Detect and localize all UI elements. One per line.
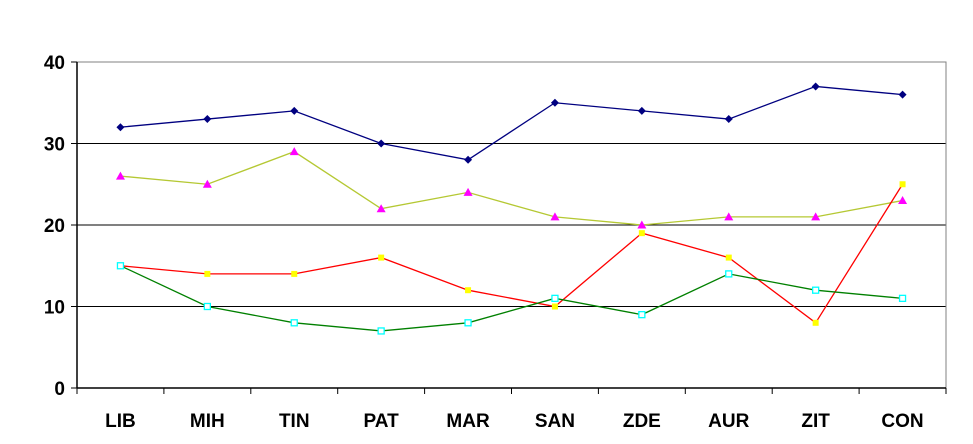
data-point	[898, 90, 907, 99]
data-point	[464, 155, 473, 164]
data-point	[291, 270, 298, 277]
data-point	[811, 82, 820, 91]
x-tick-label: ZDE	[623, 411, 661, 432]
x-tick-label: TIN	[279, 411, 310, 432]
data-point	[812, 286, 820, 294]
series-line	[120, 265, 903, 332]
series-4	[116, 262, 907, 335]
data-point	[290, 319, 298, 327]
series-1	[116, 82, 907, 164]
data-point	[463, 187, 473, 196]
data-point	[464, 319, 472, 327]
data-point	[898, 196, 908, 205]
data-point	[465, 287, 472, 294]
data-point	[637, 220, 647, 229]
data-point	[378, 254, 385, 261]
data-point	[377, 139, 386, 148]
data-point	[638, 310, 646, 319]
x-tick-label: CON	[881, 411, 923, 432]
data-point	[899, 181, 906, 188]
plot-border-line	[77, 61, 947, 388]
data-point	[116, 262, 125, 270]
series-2	[115, 147, 908, 229]
y-tick-label: 40	[44, 53, 65, 74]
data-point	[116, 123, 125, 132]
y-tick-label: 20	[44, 216, 65, 237]
y-tick-label: 30	[44, 135, 65, 156]
data-point	[203, 302, 212, 311]
data-point	[812, 319, 819, 326]
data-point	[376, 204, 386, 213]
data-point	[551, 303, 558, 310]
y-tick-label: 10	[44, 298, 65, 319]
data-point	[550, 212, 560, 221]
x-tick-label: PAT	[364, 411, 400, 432]
series-3	[117, 181, 906, 326]
data-point	[290, 106, 299, 115]
series-line	[120, 183, 904, 324]
data-point	[289, 147, 299, 156]
data-point	[377, 327, 385, 335]
x-tick-label: MAR	[446, 411, 490, 432]
data-point	[811, 212, 821, 221]
plot-area-border	[77, 61, 947, 388]
data-point	[725, 270, 733, 278]
data-point	[724, 115, 733, 124]
data-point	[202, 179, 212, 188]
x-tick-label: MIH	[190, 411, 225, 432]
series-line	[120, 150, 903, 226]
data-point	[725, 254, 732, 261]
data-point	[550, 98, 559, 107]
y-tick-label: 0	[54, 379, 65, 400]
series-group	[115, 82, 908, 335]
x-tick-label: ZIT	[801, 411, 830, 432]
axes	[71, 61, 947, 394]
series-line	[120, 85, 903, 161]
data-point	[551, 294, 559, 303]
data-point	[203, 115, 212, 124]
data-point	[724, 212, 734, 221]
data-point	[204, 270, 211, 277]
x-tick-label: SAN	[535, 411, 575, 432]
x-tick-label: LIB	[105, 411, 136, 432]
data-point	[115, 171, 125, 180]
x-tick-label: AUR	[708, 411, 749, 432]
data-point	[637, 106, 646, 115]
data-point	[638, 230, 645, 237]
data-point	[898, 294, 907, 303]
tick-labels: 0 10 20 30 40 LIB MIH TIN PAT MAR SAN ZDE AUR ZIT CON	[44, 53, 924, 432]
